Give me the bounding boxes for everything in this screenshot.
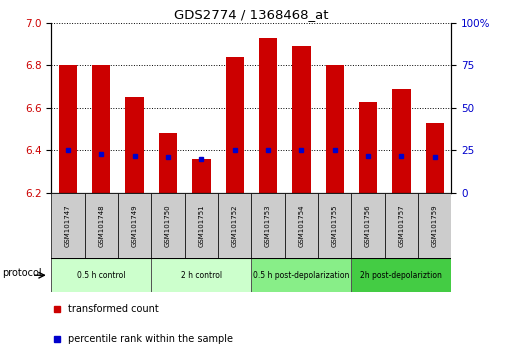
Bar [259, 38, 277, 193]
Text: 2 h control: 2 h control [181, 271, 222, 280]
Bar [51, 193, 85, 258]
Bar [118, 193, 151, 258]
Text: GSM101747: GSM101747 [65, 204, 71, 247]
Text: GSM101757: GSM101757 [399, 204, 404, 247]
Text: GSM101751: GSM101751 [199, 204, 204, 247]
Bar [385, 193, 418, 258]
Bar [285, 193, 318, 258]
Bar [292, 46, 310, 193]
Bar [126, 97, 144, 193]
Text: GSM101750: GSM101750 [165, 204, 171, 247]
Text: GSM101754: GSM101754 [299, 204, 304, 247]
Text: GSM101759: GSM101759 [432, 204, 438, 247]
Bar [359, 102, 377, 193]
Text: GSM101756: GSM101756 [365, 204, 371, 247]
Text: 0.5 h post-depolarization: 0.5 h post-depolarization [253, 271, 349, 280]
Bar [326, 65, 344, 193]
Text: transformed count: transformed count [68, 304, 159, 314]
Text: GDS2774 / 1368468_at: GDS2774 / 1368468_at [174, 8, 329, 21]
Text: 0.5 h control: 0.5 h control [77, 271, 126, 280]
Bar [185, 193, 218, 258]
Text: GSM101748: GSM101748 [98, 204, 104, 247]
Bar [251, 258, 351, 292]
Text: protocol: protocol [3, 268, 42, 279]
Bar [218, 193, 251, 258]
Bar [59, 65, 77, 193]
Text: percentile rank within the sample: percentile rank within the sample [68, 333, 233, 343]
Bar [159, 133, 177, 193]
Text: 2h post-depolariztion: 2h post-depolariztion [361, 271, 442, 280]
Bar [51, 258, 151, 292]
Text: GSM101753: GSM101753 [265, 204, 271, 247]
Bar [151, 258, 251, 292]
Bar [351, 193, 385, 258]
Bar [426, 123, 444, 193]
Bar [192, 159, 210, 193]
Bar [418, 193, 451, 258]
Bar [318, 193, 351, 258]
Text: GSM101755: GSM101755 [332, 204, 338, 247]
Bar [226, 57, 244, 193]
Bar [92, 65, 110, 193]
Bar [85, 193, 118, 258]
Text: GSM101752: GSM101752 [232, 204, 238, 247]
Bar [251, 193, 285, 258]
Bar [151, 193, 185, 258]
Bar [351, 258, 451, 292]
Bar [392, 89, 410, 193]
Text: GSM101749: GSM101749 [132, 204, 137, 247]
